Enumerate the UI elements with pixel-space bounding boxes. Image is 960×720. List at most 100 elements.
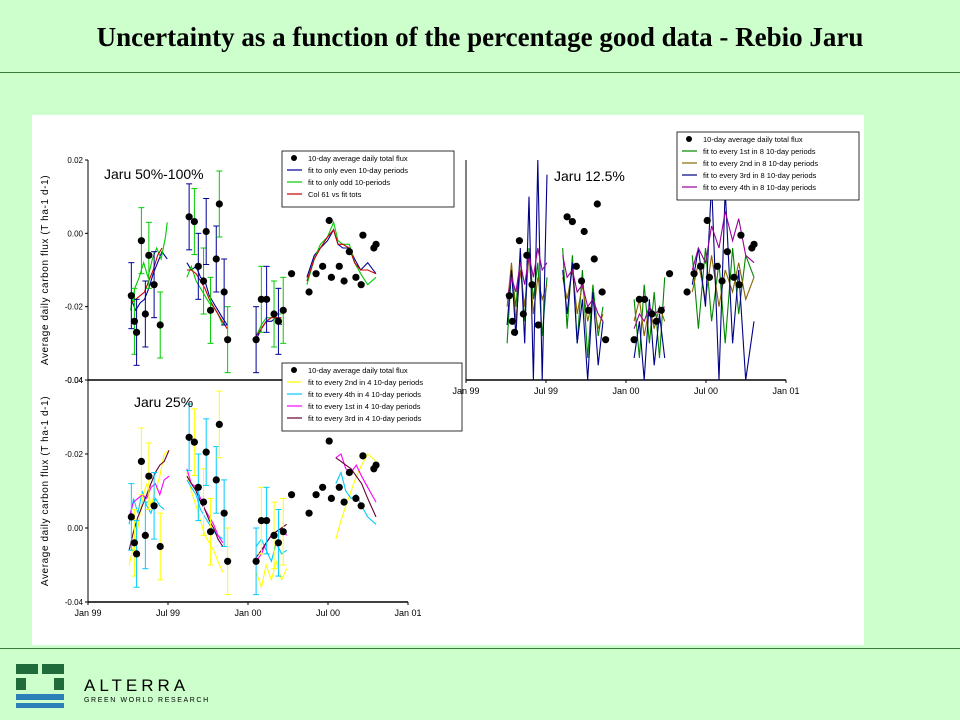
y-tick-label: -0.04	[65, 376, 84, 385]
data-point	[190, 438, 198, 446]
data-point	[130, 317, 139, 325]
x-tick-label: Jan 01	[772, 386, 799, 396]
y-tick-label: 0.02	[67, 156, 83, 165]
data-point	[568, 218, 576, 226]
series-line-1	[255, 559, 288, 590]
data-point	[372, 240, 380, 248]
y-tick-label: -0.04	[65, 598, 84, 607]
data-point	[723, 248, 731, 256]
chart-top-left: 0.02 0.00 -0.02 -0.04 Average daily carbon f…	[40, 150, 455, 385]
legend-label: fit to only odd 10-periods	[308, 178, 390, 187]
legend-label: fit to every 2nd in 4 10-day periods	[308, 378, 423, 387]
legend-marker	[291, 155, 297, 161]
series-line-3	[633, 299, 666, 381]
data-point	[648, 310, 656, 318]
data-point	[141, 531, 149, 539]
legend-box	[281, 362, 463, 432]
data-point	[212, 476, 220, 484]
data-point	[145, 251, 153, 259]
data-point	[750, 240, 758, 248]
data-point	[584, 306, 593, 314]
x-tick-label: Jul 00	[316, 608, 340, 618]
data-point	[257, 295, 265, 303]
data-point	[602, 336, 610, 344]
data-point	[718, 277, 726, 285]
y-tick-label: 0.00	[67, 229, 83, 238]
data-point	[141, 310, 149, 318]
data-point	[563, 213, 571, 221]
data-point	[580, 227, 588, 236]
legend-label: 10-day average daily total flux	[308, 366, 408, 375]
data-point	[270, 531, 278, 539]
data-point	[635, 295, 643, 303]
series-line-4	[506, 247, 548, 300]
legend-label: 10-day average daily total flux	[308, 154, 408, 163]
y-tick-label: 0.00	[67, 524, 83, 533]
data-point	[194, 262, 202, 270]
series-line-1	[335, 453, 377, 540]
data-point	[305, 509, 313, 517]
data-point	[697, 262, 705, 270]
data-point	[312, 491, 320, 499]
data-point	[287, 270, 296, 278]
data-point	[577, 277, 586, 285]
data-point	[335, 262, 343, 270]
data-point	[224, 557, 232, 565]
data-point	[257, 517, 265, 525]
data-point	[713, 262, 721, 270]
alterra-logo-icon	[16, 664, 64, 708]
series-line-4	[186, 475, 224, 547]
data-point	[185, 213, 193, 221]
legend-label: Col 61 vs fit tots	[308, 190, 362, 199]
series-line-1	[186, 262, 228, 326]
data-point	[345, 468, 353, 477]
data-point	[274, 317, 283, 325]
data-point	[641, 295, 649, 303]
data-point	[156, 321, 164, 329]
series-line-3	[306, 228, 377, 282]
charts-canvas: 0.02 0.00 -0.02 -0.04 Average daily carbon f…	[40, 131, 860, 618]
series-line-3	[562, 262, 604, 381]
title-rule	[0, 72, 960, 73]
data-point	[199, 277, 208, 285]
data-point	[345, 248, 353, 256]
legend-label: fit to every 4th in 4 10-day periods	[308, 390, 421, 399]
data-point	[137, 457, 146, 465]
data-point	[340, 498, 348, 506]
legend-label: fit to every 2nd in 8 10-day periods	[703, 159, 818, 168]
data-point	[127, 513, 135, 521]
x-tick-label: Jan 99	[452, 386, 479, 396]
x-tick-label: Jul 99	[534, 386, 558, 396]
data-point	[327, 494, 335, 502]
data-point	[252, 336, 260, 344]
legend-label: fit to every 4th in 8 10-day periods	[703, 183, 816, 192]
data-point	[287, 491, 296, 499]
legend-label: fit to every 3rd in 4 10-day periods	[308, 414, 422, 423]
series-line-1	[633, 277, 666, 359]
legend-marker	[291, 367, 297, 373]
data-point	[270, 310, 278, 318]
x-tick-label: Jul 00	[694, 386, 718, 396]
data-point	[325, 437, 333, 445]
data-point	[145, 472, 153, 480]
data-point	[590, 255, 598, 263]
data-point	[132, 328, 141, 336]
chart-top-right: Jan 99 Jul 99 Jan 00 Jul 00 Jan 01 Jaru 12.5%…	[452, 131, 860, 396]
x-tick-label: Jan 00	[234, 608, 261, 618]
data-point	[220, 509, 228, 517]
data-point	[519, 310, 527, 318]
logo-name: ALTERRA	[84, 676, 190, 695]
x-tick-label: Jan 99	[74, 608, 101, 618]
series-line-2	[128, 490, 165, 525]
data-point	[523, 251, 531, 259]
data-point	[372, 461, 380, 469]
data-point	[359, 231, 367, 239]
panel-annotation: Jaru 25%	[134, 394, 193, 410]
y-axis-label: Average daily carbon flux (T ha-1 d-1)	[40, 175, 51, 365]
data-point	[194, 483, 202, 491]
data-point	[132, 550, 141, 558]
data-point	[340, 277, 348, 285]
series-line-2	[129, 222, 168, 311]
data-point	[665, 270, 674, 278]
